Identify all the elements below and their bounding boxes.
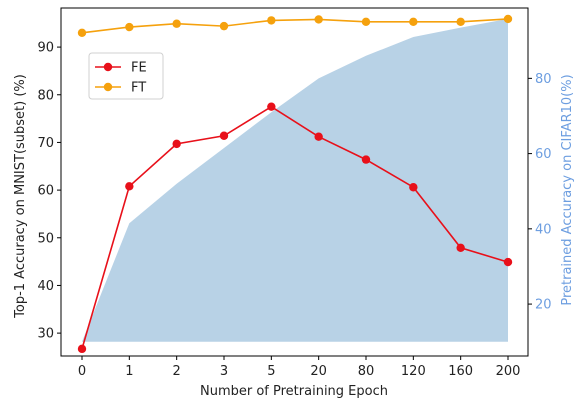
series-layer — [77, 14, 513, 354]
x-tick-label: 20 — [310, 364, 327, 379]
right-y-tick-label: 60 — [535, 147, 552, 162]
left-y-tick-label: 30 — [37, 327, 54, 342]
left-y-axis-label: Top-1 Accuracy on MNIST(subset) (%) — [13, 74, 28, 319]
x-tick-label: 200 — [496, 364, 521, 379]
series-point-fe — [172, 139, 181, 149]
pretrained-accuracy-area-layer — [82, 18, 508, 342]
pretrained-accuracy-area — [82, 18, 508, 342]
series-point-ft — [172, 19, 181, 28]
legend-label-fe: FE — [131, 61, 147, 76]
x-axis-label: Number of Pretraining Epoch — [200, 384, 388, 399]
legend: FE FT — [88, 52, 164, 100]
series-point-fe — [503, 257, 513, 267]
x-tick-label: 0 — [78, 364, 86, 379]
x-axis-ticks: 0 1 2 3 5 20 80 120 160 200 — [78, 356, 521, 379]
x-tick-label: 80 — [358, 364, 375, 379]
legend-marker-ft — [103, 82, 113, 92]
series-point-ft — [219, 21, 229, 31]
series-point-ft — [503, 14, 513, 24]
series-point-ft — [361, 17, 371, 27]
right-y-tick-label: 20 — [535, 298, 552, 313]
series-line-ft — [81, 18, 509, 34]
series-point-ft — [77, 28, 87, 37]
series-point-ft — [125, 22, 134, 32]
series-point-ft — [409, 17, 418, 27]
right-y-axis-ticks: 20 40 60 80 — [528, 72, 552, 313]
series-point-fe — [314, 132, 323, 141]
series-point-fe — [219, 131, 229, 140]
x-tick-label: 5 — [267, 364, 275, 379]
series-line-fe — [81, 105, 509, 350]
left-y-tick-label: 60 — [37, 184, 54, 199]
x-tick-label: 120 — [401, 364, 426, 379]
left-y-tick-label: 70 — [37, 136, 54, 151]
left-y-tick-label: 90 — [37, 41, 54, 56]
x-tick-label: 160 — [448, 364, 473, 379]
legend-label-ft: FT — [131, 81, 146, 96]
series-point-ft — [456, 17, 465, 27]
right-y-axis-label: Pretrained Accuracy on CIFAR10(%) — [560, 74, 575, 305]
left-y-tick-label: 50 — [37, 231, 54, 246]
left-y-axis-ticks: 30 40 50 60 70 80 90 — [37, 41, 61, 342]
x-tick-label: 3 — [220, 364, 228, 379]
series-point-fe — [456, 243, 465, 252]
x-tick-label: 2 — [173, 364, 181, 379]
right-y-tick-label: 80 — [535, 72, 552, 87]
series-point-ft — [267, 16, 276, 25]
series-point-fe — [361, 155, 371, 164]
legend-marker-fe — [103, 62, 113, 72]
series-point-fe — [125, 182, 134, 191]
plot-frame — [60, 7, 529, 357]
series-point-fe — [267, 102, 276, 111]
series-point-fe — [77, 344, 87, 354]
series-point-fe — [409, 183, 418, 192]
left-y-tick-label: 40 — [37, 279, 54, 294]
x-tick-label: 1 — [125, 364, 133, 379]
series-point-ft — [314, 15, 323, 24]
right-y-tick-label: 40 — [535, 222, 552, 237]
legend-box — [88, 52, 164, 100]
left-y-tick-label: 80 — [37, 88, 54, 103]
